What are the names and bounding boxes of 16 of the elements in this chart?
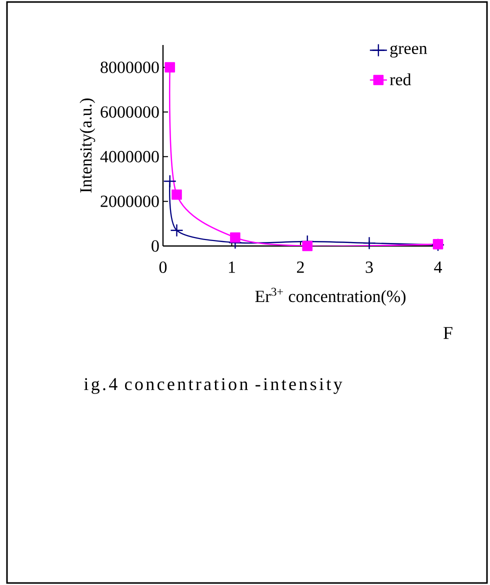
text: ig.4 concentration -intensity (84, 378, 342, 394)
text: F (444, 327, 452, 339)
x-tick-label: 2 (296, 262, 304, 273)
x-tick-label: 3 (366, 262, 373, 273)
y-tick-label: 0 (152, 240, 159, 252)
y-axis-title: Intensity(a.u.) (80, 98, 96, 193)
y-tick-label: 2000000 (100, 196, 159, 208)
y-tick-label: 4000000 (100, 150, 159, 162)
y-tick-label: 8000000 (100, 62, 159, 74)
y-tick-label: 6000000 (100, 106, 159, 118)
legend-label: red (390, 73, 412, 86)
x-tick-label: 1 (228, 262, 235, 273)
x-tick-label: 4 (434, 262, 442, 273)
x-tick-label: 0 (159, 262, 167, 273)
legend-label: green (390, 45, 428, 58)
x-axis-title: Er$^{3+}$ concentration(%) (255, 288, 406, 306)
